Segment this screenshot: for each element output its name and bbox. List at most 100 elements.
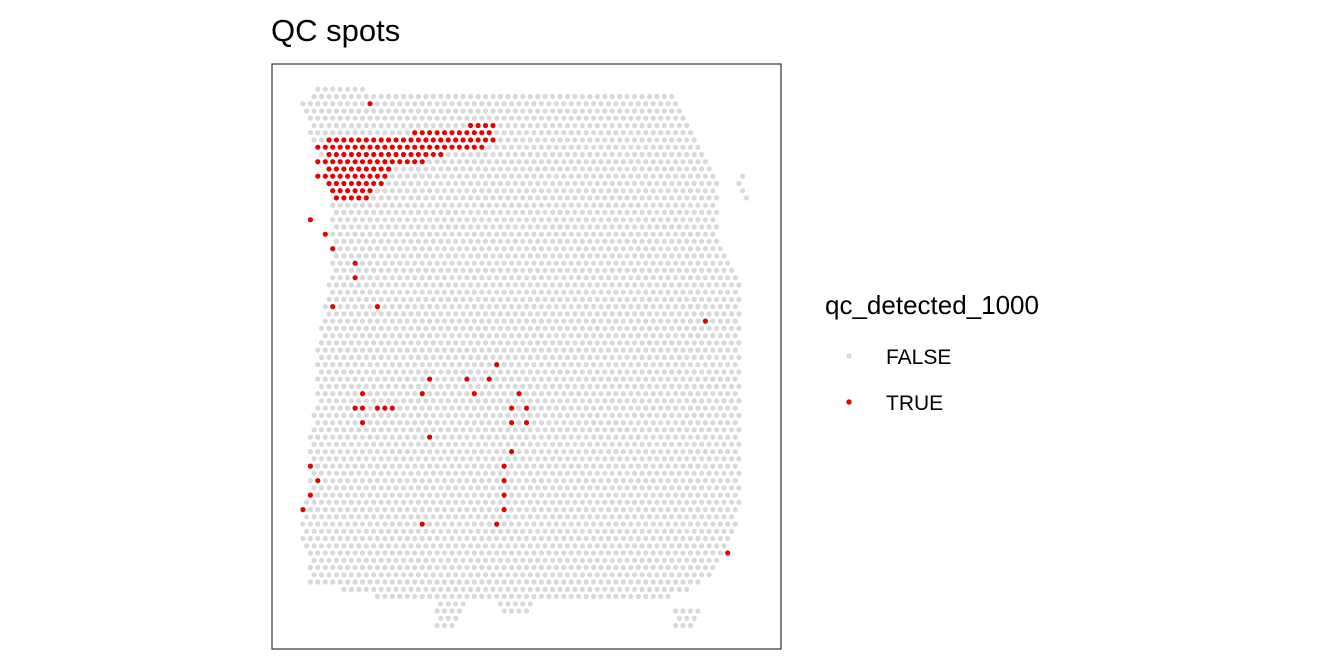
spot-false (579, 93, 586, 100)
spot-false (352, 478, 358, 484)
spot-false (359, 217, 366, 223)
spot-false (620, 564, 627, 571)
spot-false (412, 593, 418, 600)
spot-true (456, 130, 462, 136)
spot-false (673, 608, 679, 614)
spot-false (613, 405, 619, 411)
spot-true (482, 137, 489, 143)
spot-false (702, 347, 709, 353)
spot-false (557, 514, 563, 520)
spot-false (363, 441, 369, 447)
spot-false (456, 231, 462, 237)
spot-false (740, 173, 746, 179)
spot-false (538, 449, 545, 455)
spot-false (568, 173, 574, 179)
spot-false (412, 101, 418, 107)
spot-false (561, 289, 567, 295)
spot-false (568, 115, 574, 121)
spot-false (359, 507, 366, 513)
spot-false (322, 492, 328, 498)
spot-false (531, 173, 537, 179)
spot-false (699, 325, 705, 331)
spot-false (389, 115, 395, 121)
spot-false (531, 550, 537, 556)
spot-false (509, 608, 515, 614)
spot-false (714, 412, 720, 418)
spot-false (352, 535, 358, 542)
spot-false (393, 441, 399, 447)
spot-false (650, 550, 656, 556)
spot-true (725, 550, 731, 556)
spot-false (318, 528, 325, 534)
spot-false (550, 485, 556, 491)
spot-true (479, 144, 485, 150)
spot-false (453, 195, 459, 201)
spot-false (535, 499, 541, 505)
spot-false (725, 289, 731, 295)
spot-false (520, 282, 526, 288)
spot-false (706, 166, 712, 172)
spot-false (736, 456, 742, 462)
spot-false (509, 318, 515, 324)
spot-false (576, 579, 582, 585)
spot-false (661, 93, 668, 100)
spot-false (337, 318, 343, 324)
spot-false (449, 405, 455, 411)
spot-true (382, 159, 388, 165)
spot-false (684, 572, 690, 578)
spot-false (423, 267, 429, 273)
spot-false (635, 130, 641, 136)
spot-true (494, 362, 500, 368)
spot-false (546, 420, 552, 426)
spot-false (628, 449, 634, 455)
spot-false (389, 521, 395, 527)
spot-false (684, 122, 690, 129)
spot-false (356, 557, 362, 563)
spot-false (568, 130, 574, 136)
spot-false (591, 376, 597, 382)
spot-false (669, 296, 675, 302)
spot-false (650, 304, 656, 310)
spot-false (658, 260, 664, 266)
spot-false (725, 318, 731, 324)
spot-false (673, 420, 679, 426)
spot-false (561, 101, 567, 107)
spot-false (318, 151, 325, 158)
spot-false (665, 463, 671, 469)
spot-false (710, 391, 716, 397)
spot-false (389, 231, 395, 237)
spot-false (557, 311, 563, 317)
spot-false (650, 101, 656, 107)
spot-true (490, 137, 496, 143)
spot-false (345, 86, 351, 92)
spot-false (393, 238, 399, 244)
spot-true (352, 144, 358, 150)
spot-false (494, 130, 500, 136)
spot-false (706, 253, 712, 259)
spot-false (449, 521, 455, 527)
spot-false (430, 354, 436, 360)
spot-false (486, 535, 492, 542)
spot-false (453, 383, 459, 389)
spot-false (568, 550, 574, 556)
spot-false (322, 115, 328, 121)
spot-false (602, 93, 608, 100)
spot-true (371, 180, 377, 187)
spot-true (509, 449, 515, 455)
spot-true (523, 420, 530, 426)
spot-false (572, 398, 578, 404)
spot-false (523, 130, 530, 136)
spot-false (352, 449, 358, 455)
spot-false (315, 492, 321, 498)
spot-false (710, 275, 716, 281)
spot-false (646, 398, 653, 404)
spot-true (307, 492, 313, 498)
spot-false (594, 572, 600, 578)
spot-false (337, 347, 343, 353)
spot-false (710, 202, 716, 208)
spot-false (680, 246, 686, 252)
spot-false (449, 231, 455, 237)
spot-false (415, 572, 421, 578)
spot-false (509, 564, 515, 571)
spot-false (419, 463, 425, 469)
